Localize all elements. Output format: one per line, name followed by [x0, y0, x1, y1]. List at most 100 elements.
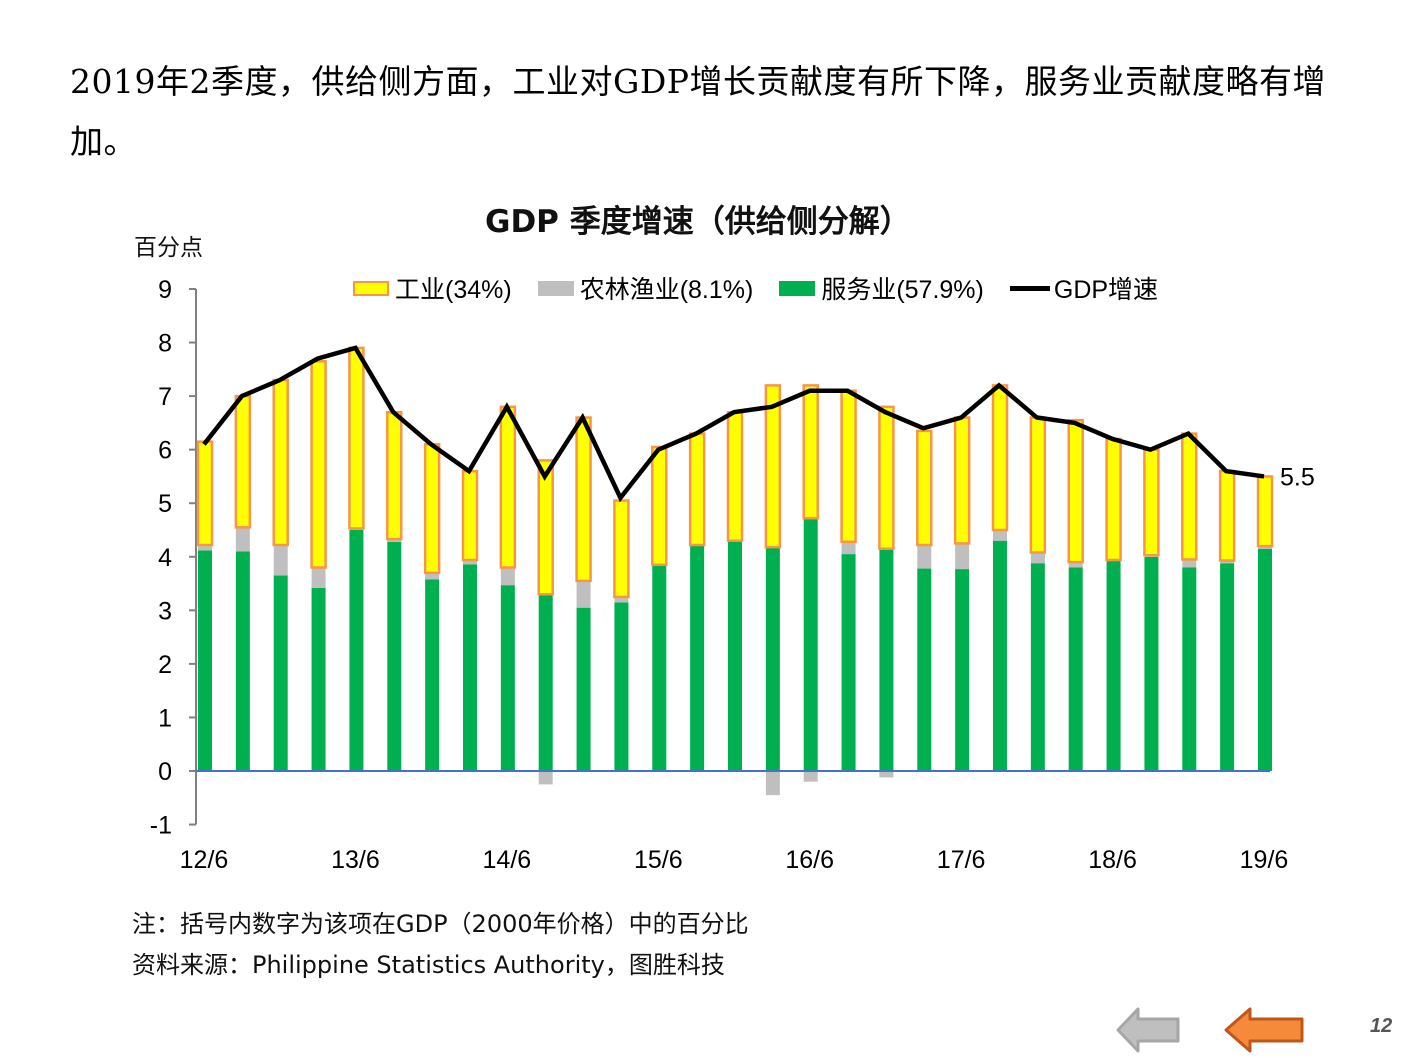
- bar-services: [1182, 567, 1197, 771]
- bar-services: [955, 569, 970, 771]
- bar-agriculture: [917, 544, 932, 569]
- bar-services: [728, 540, 742, 771]
- bar-services: [690, 544, 705, 771]
- bar-industry: [272, 378, 289, 547]
- bar-agriculture: [425, 572, 440, 580]
- bar-services: [1144, 556, 1159, 771]
- x-tick-label: 18/6: [1088, 846, 1137, 874]
- y-tick-label: 2: [158, 651, 172, 679]
- arrow-left-icon: [1224, 1007, 1304, 1053]
- chart-source: 资料来源：Philippine Statistics Authority，图胜科…: [132, 951, 725, 979]
- bar-industry: [423, 443, 441, 575]
- bar-agriculture: [1258, 546, 1272, 549]
- bar-agriculture: [841, 541, 856, 555]
- y-tick-label: 0: [158, 758, 172, 786]
- x-tick-label: 17/6: [937, 846, 986, 874]
- bar-services: [1068, 567, 1083, 771]
- legend-label-agriculture: 农林渔业(8.1%): [579, 276, 754, 304]
- bar-agriculture: [500, 567, 515, 586]
- bar-industry: [1218, 469, 1236, 562]
- legend-swatch-industry: [353, 280, 389, 296]
- bar-services: [1258, 548, 1272, 771]
- bar-agriculture: [1182, 559, 1197, 568]
- y-tick-label: 7: [158, 383, 172, 411]
- bar-services: [311, 587, 326, 771]
- bar-industry: [1029, 416, 1047, 554]
- bar-industry: [878, 405, 895, 550]
- x-tick-label: 13/6: [331, 846, 380, 874]
- x-tick-label: 19/6: [1240, 846, 1289, 874]
- bar-services: [235, 551, 250, 771]
- arrow-left-icon: [1116, 1007, 1180, 1053]
- prev-slide-button[interactable]: [1114, 1005, 1182, 1055]
- bar-services: [273, 575, 288, 771]
- bar-agriculture: [311, 567, 326, 588]
- y-tick-label: 3: [158, 597, 172, 625]
- bar-services: [463, 564, 477, 771]
- back-button[interactable]: [1222, 1005, 1306, 1055]
- bar-industry: [1105, 437, 1122, 562]
- headline: 2019年2季度，供给侧方面，工业对GDP增长贡献度有所下降，服务业贡献度略有增…: [70, 62, 1327, 161]
- y-tick-label: 6: [158, 437, 172, 465]
- bar-industry: [991, 384, 1009, 532]
- y-tick-label: 5: [158, 490, 172, 518]
- bar-industry: [651, 445, 668, 567]
- bar-services: [1030, 563, 1045, 771]
- legend-item-gdp: GDP增速: [1009, 270, 1159, 306]
- bar-industry: [1256, 475, 1274, 548]
- y-tick-label: -1: [150, 812, 172, 840]
- bar-industry: [764, 384, 782, 549]
- legend-label-gdp: GDP增速: [1053, 276, 1159, 304]
- bar-services: [803, 518, 818, 771]
- bar-industry: [499, 405, 517, 569]
- y-tick-label: 9: [158, 276, 172, 304]
- y-tick-label: 1: [158, 704, 172, 732]
- bar-agriculture: [273, 544, 288, 576]
- bar-agriculture: [879, 771, 894, 778]
- bar-agriculture: [387, 539, 402, 542]
- chart-note: 注：括号内数字为该项在GDP（2000年价格）中的百分比: [132, 910, 749, 938]
- bar-services: [614, 602, 629, 771]
- legend-item-agriculture: 农林渔业(8.1%): [537, 270, 754, 306]
- bar-services: [917, 568, 932, 771]
- bar-services: [1106, 561, 1121, 771]
- bar-agriculture: [614, 596, 629, 603]
- bar-services: [500, 585, 515, 771]
- bar-industry: [688, 432, 706, 547]
- y-axis-label: 百分点: [134, 235, 203, 261]
- bar-services: [993, 540, 1007, 771]
- chart-plot: -1 0 1 2 3 4 5 6 7 8 9 5.5 12/6 13/6 14/6 15/6 16/6 17/6 1…: [150, 276, 1315, 874]
- bar-agriculture: [993, 530, 1007, 541]
- x-tick-label: 15/6: [634, 846, 683, 874]
- bar-industry: [1067, 418, 1084, 564]
- bar-agriculture: [1030, 552, 1045, 564]
- legend-swatch-gdp: [1009, 285, 1050, 291]
- y-tick-label: 8: [158, 330, 172, 358]
- x-tick-label: 12/6: [180, 846, 229, 874]
- bar-services: [576, 607, 591, 771]
- bar-agriculture: [576, 580, 591, 608]
- legend-label-services: 服务业(57.9%): [821, 276, 984, 304]
- x-tick-label: 14/6: [483, 846, 532, 874]
- bar-services: [1220, 563, 1235, 771]
- bar-agriculture: [1068, 562, 1083, 568]
- bar-services: [841, 554, 856, 771]
- bar-industry: [234, 394, 252, 529]
- bar-agriculture: [955, 543, 970, 570]
- bar-services: [879, 548, 894, 771]
- bar-agriculture: [803, 771, 818, 782]
- bar-services: [425, 579, 440, 771]
- bar-industry: [1181, 432, 1198, 561]
- bar-industry: [802, 384, 819, 520]
- bar-industry: [840, 389, 857, 544]
- bar-services: [349, 530, 364, 771]
- bar-industry: [613, 499, 630, 599]
- legend-item-industry: 工业(34%): [353, 270, 512, 306]
- bar-industry: [916, 429, 933, 547]
- bar-industry: [1143, 448, 1160, 557]
- legend-item-services: 服务业(57.9%): [779, 270, 984, 306]
- legend-swatch-agriculture: [537, 280, 574, 296]
- bar-industry: [386, 410, 403, 541]
- bar-services: [198, 550, 212, 771]
- bar-industry: [953, 416, 971, 545]
